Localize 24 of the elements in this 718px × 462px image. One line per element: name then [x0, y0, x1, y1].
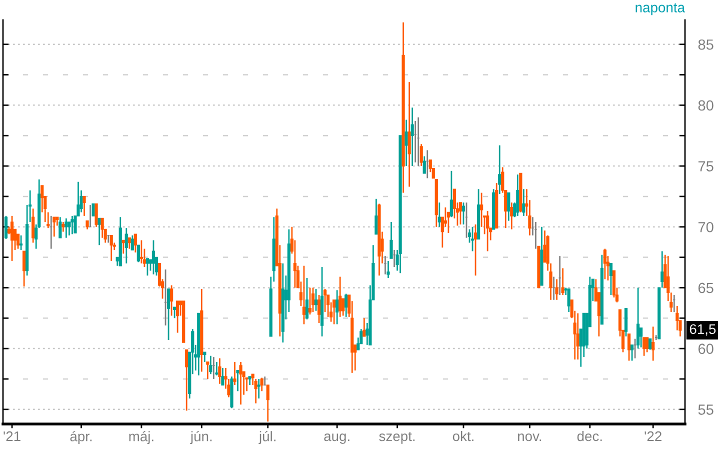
candlestick: [92, 203, 95, 216]
x-tick-label: júl.: [258, 430, 276, 444]
x-tick-label: '22: [644, 431, 662, 442]
y-tick-label: 80: [698, 100, 714, 111]
x-tick-label: máj.: [129, 430, 154, 444]
annotation: 61,5: [690, 324, 716, 336]
y-tick-label: 85: [698, 39, 714, 50]
x-tick-label: '21: [4, 431, 20, 442]
text: naponta: [636, 3, 686, 16]
y-tick-label: 70: [698, 222, 714, 232]
y-tick-label: 65: [698, 282, 714, 294]
candlestick: [537, 246, 540, 288]
y-tick-label: 60: [698, 344, 714, 354]
candlestick: [182, 300, 186, 343]
candlestick: [658, 287, 661, 340]
x-tick-label: aug.: [324, 434, 350, 444]
x-tick-label: ápr.: [70, 430, 92, 444]
x-tick-label: dec.: [577, 430, 602, 442]
y-tick-label: 55: [698, 404, 714, 415]
y-tick-label: 75: [698, 161, 714, 172]
x-tick-label: jún.: [190, 430, 212, 444]
x-tick-label: nov.: [518, 434, 542, 442]
x-tick-label: szept.: [379, 432, 415, 444]
x-tick-label: okt.: [452, 430, 474, 442]
